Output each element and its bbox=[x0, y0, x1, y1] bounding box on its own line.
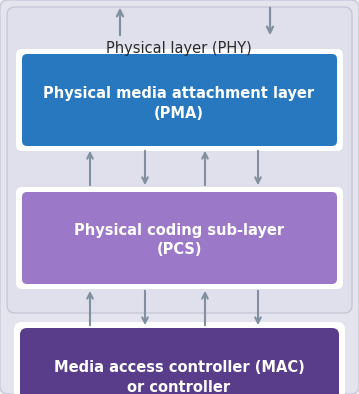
Text: (PMA): (PMA) bbox=[154, 106, 204, 121]
FancyBboxPatch shape bbox=[22, 54, 337, 146]
Text: Physical layer (PHY): Physical layer (PHY) bbox=[106, 41, 252, 56]
Text: (PCS): (PCS) bbox=[156, 242, 202, 258]
Text: or controller: or controller bbox=[127, 381, 230, 394]
Text: Physical media attachment layer: Physical media attachment layer bbox=[43, 85, 314, 100]
FancyBboxPatch shape bbox=[14, 322, 345, 394]
Text: Physical coding sub-layer: Physical coding sub-layer bbox=[74, 223, 284, 238]
FancyBboxPatch shape bbox=[22, 192, 337, 284]
FancyBboxPatch shape bbox=[7, 7, 352, 313]
FancyBboxPatch shape bbox=[16, 187, 343, 289]
FancyBboxPatch shape bbox=[16, 49, 343, 151]
Text: Media access controller (MAC): Media access controller (MAC) bbox=[53, 361, 304, 375]
FancyBboxPatch shape bbox=[20, 328, 339, 394]
